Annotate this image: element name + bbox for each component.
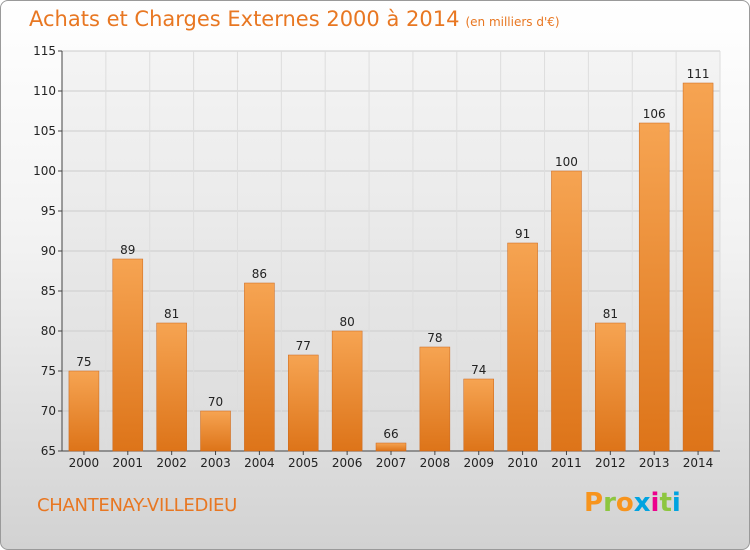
x-tick-label: 2005	[288, 456, 319, 470]
bar	[682, 82, 714, 452]
bar	[507, 242, 538, 452]
title-text: Achats et Charges Externes 2000 à 2014	[29, 7, 460, 31]
y-tick-label: 65	[41, 444, 56, 458]
commune-name: CHANTENAY-VILLEDIEU	[37, 495, 237, 516]
bar	[200, 410, 231, 452]
y-tick-label: 95	[41, 204, 56, 218]
bar	[419, 346, 451, 452]
y-tick-label: 110	[33, 84, 56, 98]
bar	[156, 322, 187, 452]
bar-value-label: 89	[120, 243, 135, 257]
x-tick-label: 2004	[244, 456, 275, 470]
title-unit: (en milliers d'€)	[465, 15, 560, 29]
bar-value-label: 74	[471, 363, 486, 377]
bar	[375, 442, 407, 452]
x-tick-label: 2012	[595, 456, 626, 470]
logo-letter: o	[615, 488, 634, 518]
x-tick-label: 2014	[683, 456, 714, 470]
logo-letter: x	[633, 488, 651, 518]
logo-letter: i	[671, 488, 681, 518]
y-tick-label: 85	[41, 284, 56, 298]
x-tick-label: 2013	[639, 456, 670, 470]
bar-value-label: 80	[339, 315, 354, 329]
y-tick-label: 75	[41, 364, 56, 378]
logo-letter: P	[584, 488, 604, 518]
x-tick-label: 2010	[507, 456, 538, 470]
y-tick-label: 115	[33, 44, 56, 58]
x-tick-label: 2008	[420, 456, 451, 470]
bar-value-label: 78	[427, 331, 442, 345]
bar-value-label: 86	[252, 267, 267, 281]
bar	[331, 330, 363, 452]
bar-value-label: 75	[76, 355, 91, 369]
bar-value-label: 106	[643, 107, 666, 121]
bar	[288, 354, 319, 452]
bar-value-label: 70	[208, 395, 223, 409]
y-tick-label: 105	[33, 124, 56, 138]
logo-letter: r	[603, 488, 616, 518]
bar	[638, 122, 670, 452]
x-tick-label: 2006	[332, 456, 363, 470]
bar-value-label: 81	[603, 307, 618, 321]
x-tick-label: 2003	[200, 456, 231, 470]
bar-value-label: 100	[555, 155, 578, 169]
x-tick-label: 2000	[69, 456, 100, 470]
bar-value-label: 66	[383, 427, 398, 441]
x-tick-label: 2001	[113, 456, 144, 470]
x-tick-label: 2009	[463, 456, 494, 470]
bar	[68, 370, 100, 452]
bar-value-label: 77	[296, 339, 311, 353]
chart-title: Achats et Charges Externes 2000 à 2014 (e…	[29, 7, 560, 31]
bar	[551, 170, 582, 452]
y-tick-label: 100	[33, 164, 56, 178]
y-tick-label: 80	[41, 324, 56, 338]
x-tick-label: 2002	[156, 456, 187, 470]
logo-letter: i	[650, 488, 660, 518]
x-tick-label: 2011	[551, 456, 582, 470]
logo-letter: t	[659, 488, 672, 518]
bar-value-label: 111	[687, 67, 710, 81]
bar	[112, 258, 144, 452]
bar	[595, 322, 626, 452]
x-tick-label: 2007	[376, 456, 407, 470]
y-tick-label: 90	[41, 244, 56, 258]
y-tick-label: 70	[41, 404, 56, 418]
bar-value-label: 91	[515, 227, 530, 241]
bar	[463, 378, 494, 452]
bar	[244, 282, 275, 452]
proxiti-logo: Proxiti	[584, 488, 681, 518]
bar-value-label: 81	[164, 307, 179, 321]
